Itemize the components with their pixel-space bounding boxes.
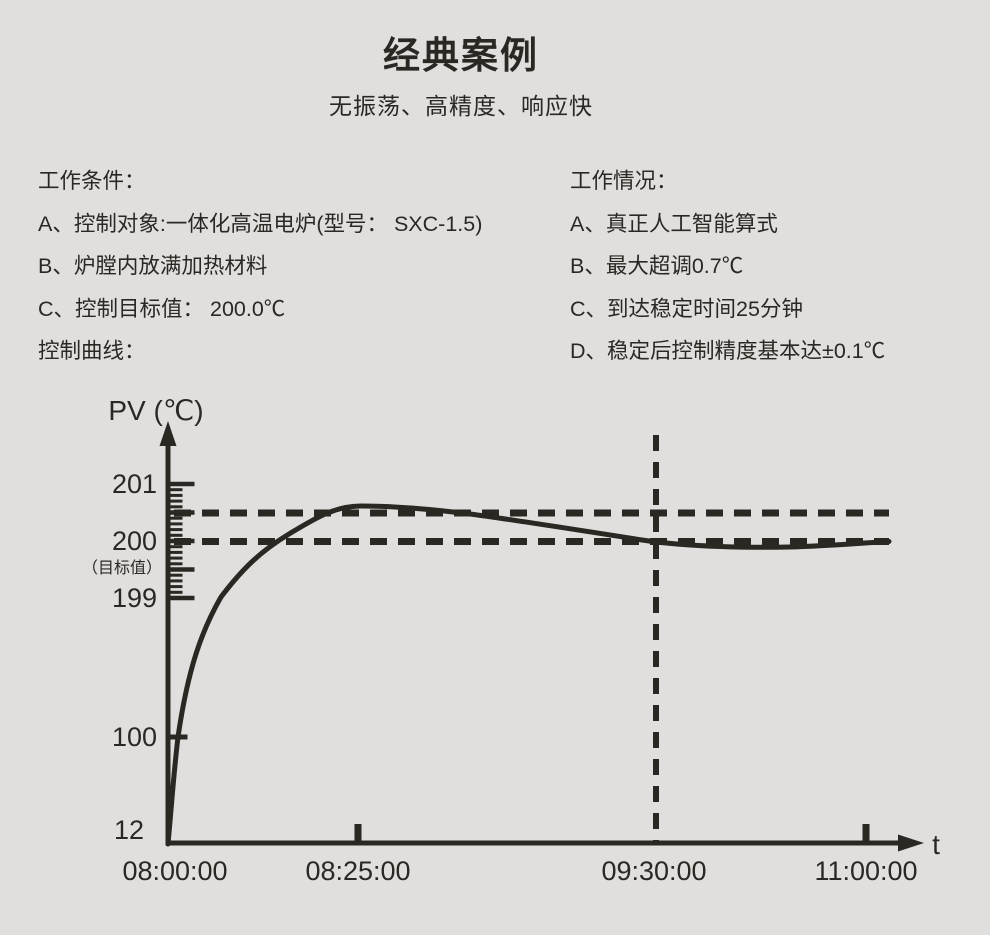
control-curve-chart: 201 200 （目标值） 199 100 12 08:00:00 08:25:00 09:30…: [0, 380, 990, 935]
x-tick-label: 11:00:00: [814, 856, 917, 886]
condition-item-c: C、控制目标值： 200.0℃: [38, 296, 286, 321]
page-subtitle: 无振荡、高精度、响应快: [329, 93, 593, 119]
condition-item-b: B、炉膛内放满加热材料: [38, 254, 268, 278]
conditions-heading: 工作条件：: [38, 169, 146, 193]
control-curve-svg: 201 200 （目标值） 199 100 12 08:00:00 08:25:00 09:30…: [82, 395, 940, 886]
y-axis-label: PV (℃): [108, 395, 203, 426]
result-item-b: B、最大超调0.7℃: [570, 254, 744, 278]
x-tick-label: 09:30:00: [601, 856, 706, 886]
condition-item-a: A、控制对象:一体化高温电炉(型号： SXC-1.5): [38, 211, 483, 236]
x-axis-arrow: [898, 834, 924, 852]
y-tick-label: 199: [112, 583, 157, 613]
result-item-d: D、稳定后控制精度基本达±0.1℃: [570, 339, 886, 363]
results-heading: 工作情况：: [570, 169, 678, 193]
curve-caption: 控制曲线：: [38, 339, 146, 363]
y-tick-label: 201: [112, 469, 157, 499]
x-tick-label: 08:00:00: [122, 856, 227, 886]
working-conditions-block: 工作条件： A、控制对象:一体化高温电炉(型号： SXC-1.5) B、炉膛内放…: [38, 160, 482, 373]
x-tick-label: 08:25:00: [305, 856, 410, 886]
target-note-label: （目标值）: [82, 559, 162, 577]
y-tick-label: 100: [112, 722, 157, 752]
y-tick-label: 200: [112, 526, 157, 556]
y-axis-arrow: [159, 421, 177, 446]
working-results-block: 工作情况： A、真正人工智能算式 B、最大超调0.7℃ C、到达稳定时间25分钟…: [570, 160, 885, 373]
y-tick-label: 12: [114, 815, 144, 845]
x-axis-label: t: [932, 829, 940, 860]
page-title: 经典案例: [383, 35, 539, 76]
result-item-a: A、真正人工智能算式: [570, 211, 778, 236]
result-item-c: C、到达稳定时间25分钟: [570, 296, 803, 321]
pv-curve: [165, 503, 892, 847]
